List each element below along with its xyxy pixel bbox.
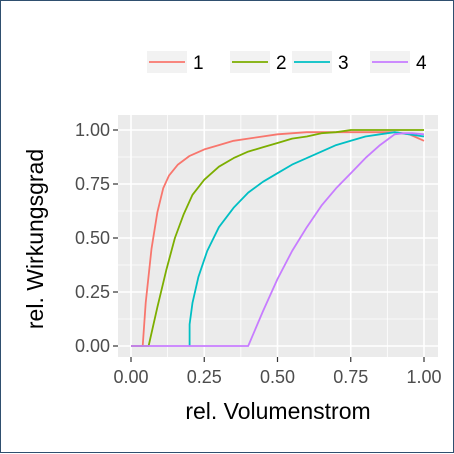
grid-lines (118, 115, 438, 357)
y-tick-label: 0.75 (75, 174, 110, 194)
y-tick-label: 0.25 (75, 282, 110, 302)
legend-label-3: 3 (338, 53, 349, 74)
series-line-1 (131, 131, 425, 347)
series-line-2 (131, 129, 424, 347)
y-tick-label: 0.00 (75, 336, 110, 356)
legend-label-2: 2 (276, 53, 287, 74)
legend: 1 2 3 4 (147, 51, 427, 74)
x-tick-label: 1.00 (406, 367, 441, 387)
y-tick-label: 0.50 (75, 228, 110, 248)
legend-label-4: 4 (416, 53, 427, 74)
series-layer (131, 129, 425, 347)
y-axis-label: rel. Wirkungsgrad (22, 149, 48, 329)
y-tick-label: 1.00 (75, 120, 110, 140)
x-tick-label: 0.75 (333, 367, 368, 387)
series-line-3 (188, 131, 425, 346)
x-axis-label: rel. Volumenstrom (185, 398, 370, 424)
x-tick-label: 0.25 (187, 367, 222, 387)
x-tick-label: 0.00 (113, 367, 148, 387)
x-tick-label: 0.50 (260, 367, 295, 387)
legend-label-1: 1 (193, 53, 204, 74)
axes: 0.00 0.25 0.50 0.75 1.00 0.00 0.25 0.50 0.75 1.00 (75, 120, 442, 387)
series-line-4 (131, 132, 425, 347)
